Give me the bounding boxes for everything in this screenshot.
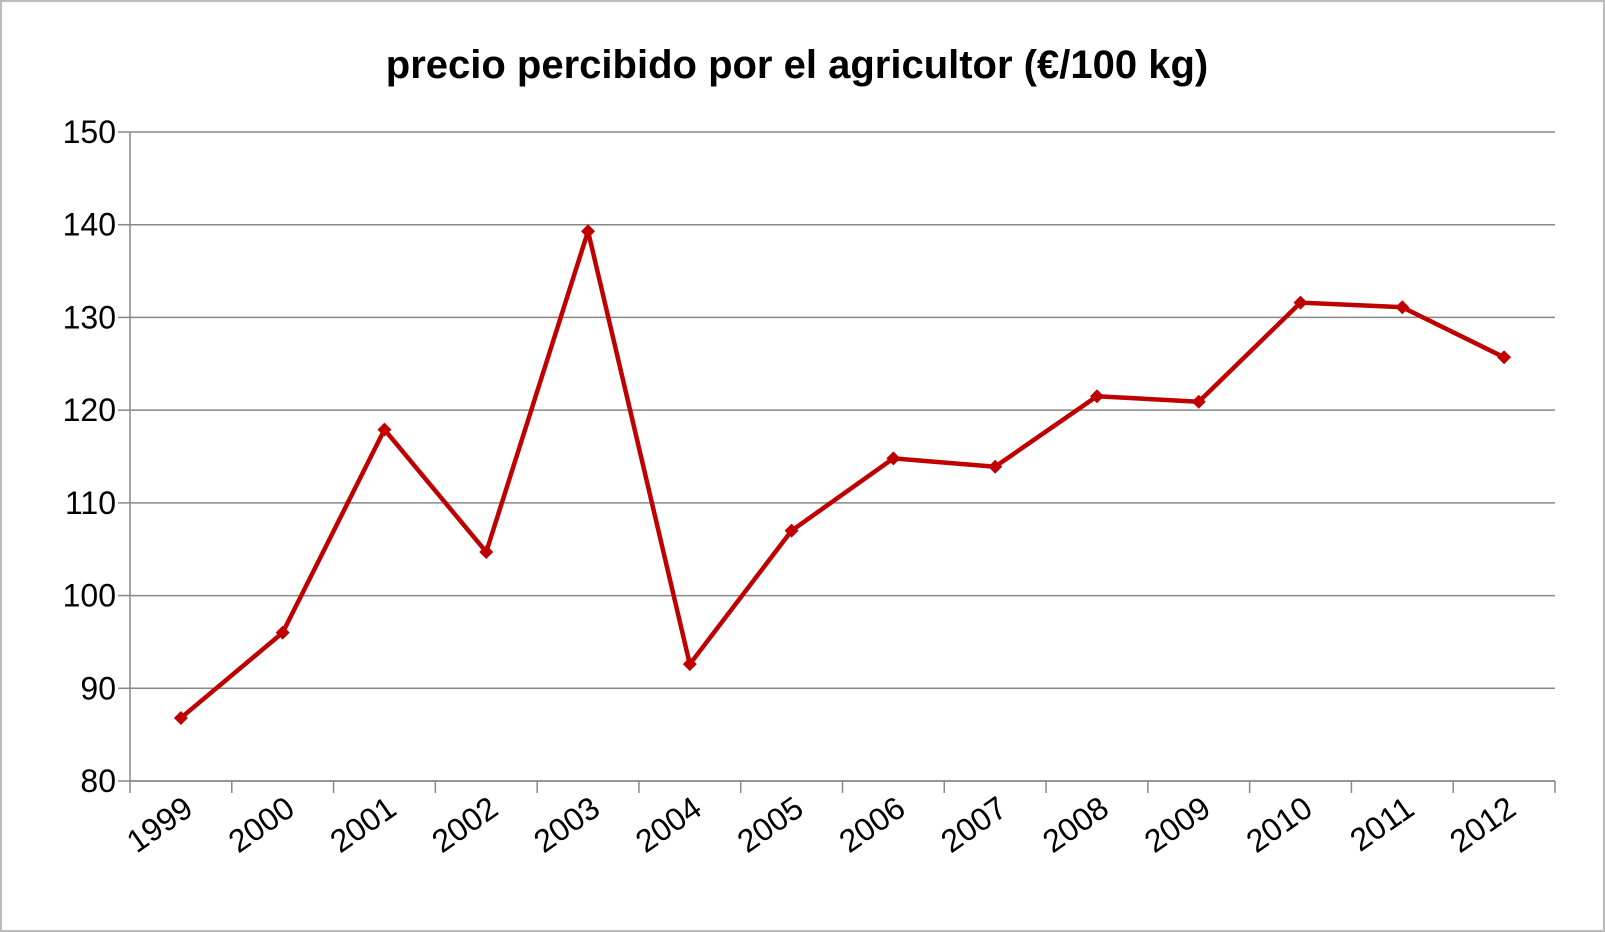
data-point: [1497, 350, 1512, 365]
y-tick-label: 110: [65, 485, 116, 521]
chart-title: precio percibido por el agricultor (€/10…: [386, 43, 1208, 87]
y-tick-label: 130: [63, 299, 116, 335]
data-point: [886, 451, 901, 466]
data-point: [784, 523, 799, 538]
y-tick-label: 100: [63, 578, 116, 614]
data-point: [581, 224, 596, 239]
y-tick-label: 120: [63, 392, 116, 428]
data-point: [275, 625, 290, 640]
data-point: [1395, 300, 1410, 315]
y-tick-label: 140: [63, 207, 116, 243]
data-point: [1089, 389, 1104, 404]
y-tick-label: 90: [80, 670, 116, 706]
data-point: [682, 657, 697, 672]
data-line: [179, 228, 1506, 720]
data-point: [988, 459, 1003, 474]
data-point: [1293, 295, 1308, 310]
data-point: [173, 710, 188, 725]
y-tick-label: 80: [80, 763, 116, 799]
data-point: [1191, 394, 1206, 409]
data-point: [377, 422, 392, 437]
data-point: [479, 544, 494, 559]
y-tick-label: 150: [63, 114, 116, 150]
